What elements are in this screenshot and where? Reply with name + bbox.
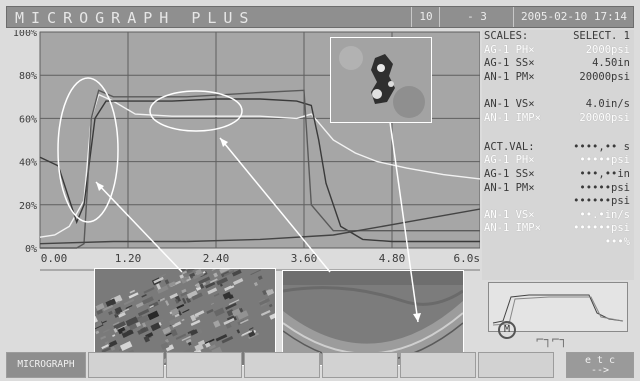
scale-row-value: 4.0in/s: [585, 98, 630, 110]
act-row-value: •••••psi: [579, 181, 630, 194]
annotation-arrow-sem: [389, 121, 419, 323]
softkey-6[interactable]: [400, 352, 476, 378]
act-row-label: AN-1 IMP×: [484, 222, 541, 235]
etc-label: e t c: [584, 355, 616, 366]
scale-row: AG-1 SS× 4.50in: [484, 57, 634, 70]
y-tick-label: 20%: [19, 201, 37, 212]
series-line-4: [39, 208, 480, 245]
act-row-value: •••••psi: [579, 154, 630, 167]
y-tick-label: 40%: [19, 158, 37, 169]
softkey-7[interactable]: [478, 352, 554, 378]
x-tick-label: 4.80: [379, 252, 406, 265]
pulse-wave-icon: ⌐┐⌐┐: [536, 333, 568, 348]
x-tick-label: 3.60: [291, 252, 318, 265]
cross-section-inset-image[interactable]: [282, 270, 464, 366]
y-tick-label: 80%: [19, 71, 37, 82]
act-row: AN-1 IMP× ••••••psi: [484, 222, 634, 235]
x-tick-label: 2.40: [203, 252, 230, 265]
softkey-5[interactable]: [322, 352, 398, 378]
act-row: AG-1 SS× •••,••in: [484, 168, 634, 181]
x-tick-label: 0.00: [41, 252, 68, 265]
act-row-value: ••••••psi: [573, 222, 630, 235]
act-val-header-value: ••••,•• s: [573, 140, 630, 153]
annotation-arrowhead-sem: [413, 313, 421, 322]
act-row: •••%: [484, 236, 634, 249]
act-row: AG-1 PH× •••••psi: [484, 154, 634, 167]
etc-arrow: -->: [590, 365, 610, 376]
microstructure-inset-image[interactable]: [94, 268, 276, 366]
softkey-3[interactable]: [166, 352, 242, 378]
series-line-2: [39, 98, 480, 243]
microstructure-texture: [95, 269, 275, 365]
softkey-2[interactable]: [88, 352, 164, 378]
act-row-value: ••.•in/s: [579, 208, 630, 221]
series-line-1: [39, 93, 480, 238]
annotation-arrowhead-micro: [96, 182, 104, 191]
series-line-3: [40, 89, 480, 249]
cross-section-image: [283, 271, 463, 365]
scale-row-value: 20000psi: [579, 70, 630, 83]
act-row-label: AN-1 VS×: [484, 208, 535, 221]
annotation-ellipse-rise: [57, 77, 119, 223]
act-row-label: AG-1 SS×: [484, 168, 535, 180]
scales-header-value: SELECT. 1: [573, 30, 630, 42]
y-tick-label: 60%: [19, 114, 37, 125]
motor-m-icon[interactable]: M: [498, 321, 516, 339]
scale-row: AN-1 IMP× 20000psi: [484, 112, 634, 125]
scale-row-label: AN-1 IMP×: [484, 111, 541, 124]
x-tick-label: 6.0s: [454, 252, 481, 265]
act-row-label: AG-1 PH×: [484, 154, 535, 167]
scales-header: SCALES: SELECT. 1: [484, 30, 634, 43]
y-tick-label: 100%: [13, 30, 37, 39]
app-title: MICROGRAPH PLUS: [15, 9, 256, 27]
scale-row-label: AN-1 PM×: [484, 70, 535, 83]
header-field-offset: - 3: [439, 7, 514, 27]
act-row: AN-1 PM× •••••psi: [484, 182, 634, 195]
etc-softkey[interactable]: e t c -->: [566, 352, 634, 378]
scales-header-label: SCALES:: [484, 30, 529, 42]
header-datetime: 2005-02-10 17:14: [513, 7, 634, 27]
header-field-counter: 10: [411, 7, 440, 27]
scale-row-label: AG-1 SS×: [484, 57, 535, 70]
scale-row-label: AG-1 PH×: [484, 43, 535, 56]
x-tick-label: 1.20: [115, 252, 142, 265]
act-row: AN-1 VS× ••.•in/s: [484, 209, 634, 222]
act-val-header: ACT.VAL: ••••,•• s: [484, 141, 634, 154]
scale-row-value: 4.50in: [592, 57, 630, 70]
act-val-header-label: ACT.VAL:: [484, 140, 535, 153]
scale-row-value: 20000psi: [579, 111, 630, 124]
title-bar: MICROGRAPH PLUS 10 - 3 2005-02-10 17:14: [6, 6, 634, 28]
sem-inset-image[interactable]: [330, 37, 432, 123]
micrograph-softkey[interactable]: MICROGRAPH: [6, 352, 86, 378]
act-row-value: •••%: [604, 236, 630, 248]
y-tick-label: 0%: [25, 244, 37, 255]
scale-row: AG-1 PH× 2000psi: [484, 44, 634, 57]
scale-row: AN-1 VS× 4.0in/s: [484, 98, 634, 111]
annotation-arrowhead-section: [220, 138, 228, 147]
act-row-label: AN-1 PM×: [484, 181, 535, 194]
act-row-value: •••,••in: [579, 168, 630, 180]
act-row-value: ••••••psi: [573, 195, 630, 208]
softkey-4[interactable]: [244, 352, 320, 378]
scale-row-value: 2000psi: [585, 43, 630, 56]
scale-row: AN-1 PM× 20000psi: [484, 71, 634, 84]
annotation-ellipse-plateau: [149, 90, 243, 132]
scale-row-label: AN-1 VS×: [484, 98, 535, 110]
softkey-bar: MICROGRAPH e t c -->: [6, 352, 634, 378]
act-row: ••••••psi: [484, 195, 634, 208]
annotation-arrow-micro: [95, 181, 183, 273]
scales-panel: SCALES: SELECT. 1 AG-1 PH× 2000psi AG-1 SS× 4…: [482, 30, 634, 280]
sem-pore-image: [331, 38, 431, 122]
annotation-arrow-section: [219, 137, 331, 273]
